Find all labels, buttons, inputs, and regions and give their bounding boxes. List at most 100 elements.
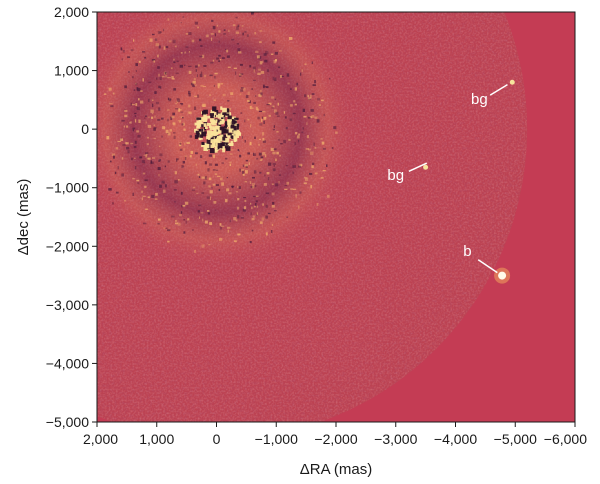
speckle [188, 51, 190, 53]
speckle [199, 38, 202, 42]
speckle [220, 177, 223, 181]
core-speckle [200, 137, 203, 140]
speckle [130, 49, 134, 52]
speckle [176, 100, 178, 103]
speckle [172, 112, 175, 116]
speckle [158, 173, 160, 177]
core-speckle [221, 145, 225, 150]
speckle [245, 95, 249, 99]
core-speckle [216, 125, 219, 130]
speckle [294, 103, 297, 106]
speckle [244, 200, 247, 202]
speckle [185, 46, 189, 48]
speckle [304, 94, 307, 98]
speckle [112, 92, 115, 95]
speckle [238, 51, 242, 54]
speckle [264, 174, 266, 177]
speckle [157, 167, 161, 170]
speckle [298, 133, 300, 136]
y-axis: 2,000 1,000 0 −1,000 −2,000 −3,000 −4,000 −5,00… [46, 4, 97, 430]
speckle [189, 155, 192, 158]
speckle [314, 116, 318, 119]
speckle [280, 143, 283, 145]
core-speckle [203, 109, 208, 114]
speckle-field [97, 4, 528, 422]
speckle [143, 162, 146, 164]
speckle [226, 188, 230, 192]
speckle [141, 197, 143, 201]
speckle [133, 39, 135, 42]
speckle [229, 161, 232, 163]
speckle [240, 87, 244, 89]
core-speckle [208, 142, 212, 147]
speckle [146, 158, 149, 160]
speckle [241, 169, 245, 171]
speckle [200, 71, 203, 74]
speckle [221, 162, 224, 164]
speckle [179, 214, 182, 217]
speckle [143, 154, 147, 156]
speckle [326, 194, 330, 198]
speckle [138, 60, 141, 63]
speckle [141, 190, 143, 193]
speckle [285, 165, 288, 167]
speckle [121, 119, 125, 122]
speckle [266, 104, 270, 106]
speckle [287, 82, 290, 85]
speckle [199, 216, 201, 219]
speckle [111, 153, 116, 156]
speckle [219, 223, 222, 226]
speckle [208, 177, 212, 181]
core-speckle [236, 126, 239, 130]
speckle [219, 226, 223, 230]
speckle [255, 50, 259, 53]
core-speckle [214, 133, 217, 136]
speckle [236, 191, 238, 193]
speckle [335, 131, 338, 134]
speckle [279, 154, 281, 157]
speckle [124, 85, 127, 89]
speckle [243, 206, 247, 210]
speckle [283, 111, 285, 114]
speckle [194, 21, 199, 25]
core-speckle [201, 131, 206, 137]
speckle [257, 116, 260, 120]
speckle [292, 188, 297, 190]
speckle [307, 148, 311, 151]
core-speckle [224, 125, 227, 129]
speckle [277, 102, 279, 106]
speckle [211, 4, 213, 5]
speckle [139, 156, 143, 159]
speckle [280, 76, 284, 77]
speckle [196, 74, 198, 78]
core-speckle [209, 148, 215, 154]
speckle [278, 181, 280, 184]
speckle [159, 31, 162, 34]
source-annotation-line [408, 162, 428, 172]
speckle [182, 161, 185, 164]
speckle [180, 191, 183, 195]
speckle [214, 33, 216, 37]
speckle [137, 182, 140, 184]
speckle [237, 198, 240, 201]
speckle [237, 233, 241, 236]
speckle [242, 170, 245, 174]
speckle [173, 132, 176, 134]
speckle [265, 232, 268, 236]
speckle [321, 141, 325, 145]
core-speckle [200, 134, 204, 138]
core-speckle [199, 121, 203, 124]
speckle [276, 131, 279, 133]
speckle [154, 115, 156, 119]
speckle [129, 122, 131, 124]
speckle [322, 170, 326, 172]
speckle [124, 200, 126, 202]
speckle [133, 89, 136, 91]
speckle [184, 51, 186, 54]
point-sources: bg bg b [387, 79, 515, 284]
speckle [192, 186, 196, 189]
speckle [288, 37, 293, 40]
speckle [162, 28, 165, 32]
speckle [288, 138, 291, 141]
speckle [167, 118, 169, 122]
